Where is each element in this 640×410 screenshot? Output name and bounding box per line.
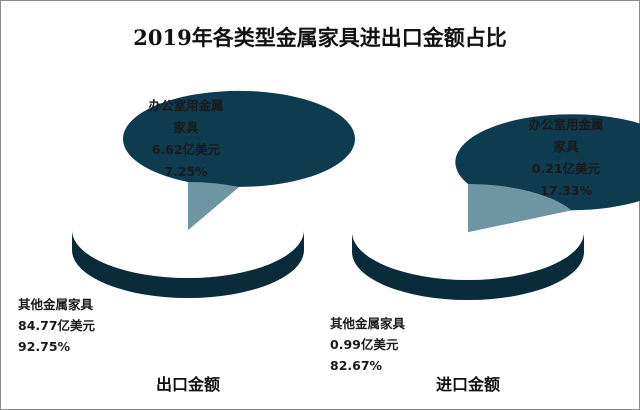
pie-caption-2: 进口金额 xyxy=(436,375,500,394)
pie-side-2 xyxy=(352,232,584,300)
pie-label-large-2-line: 其他金属家具 xyxy=(330,316,406,331)
pie-label-small-1-line: 7.25% xyxy=(164,164,208,179)
pie-label-large-1-line: 84.77亿美元 xyxy=(18,318,96,333)
chart-title: 2019年各类型金属家具进出口金额占比 xyxy=(133,25,507,50)
pie-label-large-2-line: 82.67% xyxy=(330,358,383,373)
pie-label-small-1: 办公室用金属家具 6.62亿美元 7.25% xyxy=(148,98,223,179)
pie-caption-1: 出口金额 xyxy=(156,375,220,394)
pie-label-small-2-line: 办公室用金属 xyxy=(528,117,603,132)
pie-label-small-2-line: 17.33% xyxy=(540,183,593,198)
pie-label-large-1-line: 其他金属家具 xyxy=(18,297,94,312)
pie-label-small-1-line: 6.62亿美元 xyxy=(152,142,221,157)
pie-label-small-1-line: 家具 xyxy=(173,120,199,135)
pie-slice-small-2 xyxy=(468,184,572,232)
pie-label-small-2-line: 家具 xyxy=(553,139,579,154)
pie-label-large-1: 其他金属家具 84.77亿美元 92.75% xyxy=(18,297,96,354)
pie-label-small-2: 办公室用金属家具 0.21亿美元 17.33% xyxy=(528,117,603,198)
pie-side-1 xyxy=(72,230,304,298)
pie-label-small-1-line: 办公室用金属 xyxy=(148,98,223,113)
pie-label-large-2-line: 0.99亿美元 xyxy=(330,337,399,352)
pie-label-small-2-line: 0.21亿美元 xyxy=(532,161,601,176)
pie-label-large-2: 其他金属家具 0.99亿美元 82.67% xyxy=(330,316,406,373)
pie-slice-large-1 xyxy=(122,90,355,230)
pie-label-large-1-line: 92.75% xyxy=(18,339,71,354)
pie-slice-small-1 xyxy=(188,182,239,230)
